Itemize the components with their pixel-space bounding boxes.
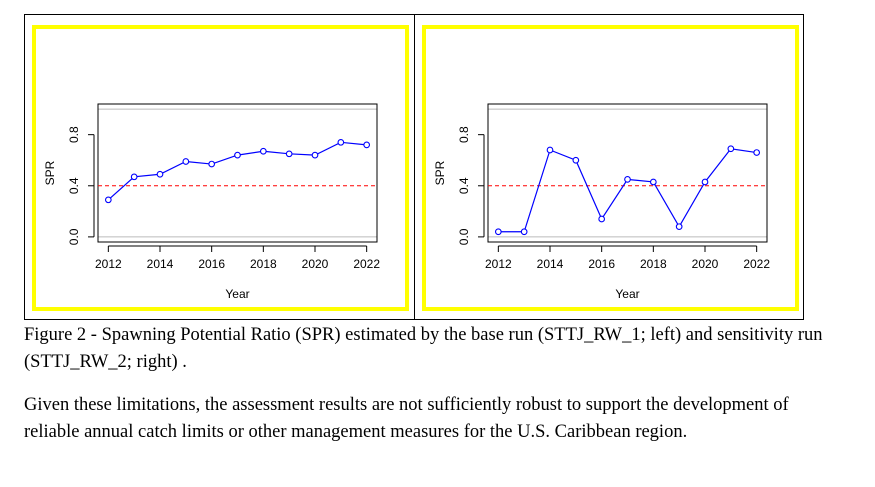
x-tick-label-2016: 2016 [588,257,615,271]
y-tick-label-1: 0.4 [457,177,471,194]
figure-frame: 2012 2014 2016 2018 2020 2022 Year 0.0 0.4 0.8 SPR… [24,14,804,320]
data-point-2014 [156,170,164,178]
spr-series-line [107,141,367,201]
x-tick-label-2016: 2016 [198,257,225,271]
data-point-2017 [234,151,241,159]
y-tick-label-2: 0.8 [457,126,471,143]
body-paragraph: Given these limitations, the assessment … [24,395,789,442]
x-tick-label-2012: 2012 [485,257,512,271]
data-point-2018 [259,147,267,155]
data-point-2016 [598,215,606,223]
data-point-2019 [675,223,683,231]
data-point-2015 [182,158,190,165]
x-axis-title: Year [615,287,639,301]
spr-series-line [498,148,757,233]
data-point-2020 [311,151,319,159]
x-tick-label-2018: 2018 [640,257,667,271]
x-tick-label-2022: 2022 [743,257,770,271]
y-axis-title: SPR [43,160,57,185]
x-tick-label-2012: 2012 [95,257,122,271]
data-point-2016 [208,160,216,168]
data-point-2015 [572,156,580,164]
x-tick-label-2014: 2014 [537,257,564,271]
y-tick-label-1: 0.4 [67,177,81,194]
data-point-2020 [701,178,709,186]
data-point-2014 [546,146,554,154]
data-point-2013 [130,173,138,181]
data-point-2019 [285,150,293,158]
panel-divider [414,15,415,319]
spr-chart-sensitivity-run: 2012 2014 2016 2018 2020 2022 Year 0.0 0.4 0.8 SPR [422,25,799,311]
y-axis-title: SPR [433,160,447,185]
y-tick-label-2: 0.8 [67,126,81,143]
x-tick-label-2020: 2020 [692,257,719,271]
x-tick-label-2014: 2014 [147,257,174,271]
data-point-2022 [363,141,371,149]
y-tick-label-0: 0.0 [67,228,81,245]
x-tick-label-2018: 2018 [250,257,277,271]
plot-frame [97,103,378,243]
data-point-2018 [649,178,657,186]
data-point-2022 [753,149,761,156]
x-tick-label-2020: 2020 [302,257,329,271]
data-point-2012 [494,228,502,236]
data-point-2021 [337,138,345,146]
data-point-2013 [520,228,528,236]
x-tick-label-2022: 2022 [353,257,380,271]
plot-frame [487,103,768,243]
spr-chart-base-run-svg: 2012 2014 2016 2018 2020 2022 Year 0.0 0.4 0.8 SPR [43,103,380,301]
y-tick-label-0: 0.0 [457,228,471,245]
figure-caption: Figure 2 - Spawning Potential Ratio (SPR… [24,325,823,372]
data-point-2017 [624,176,631,183]
x-axis-title: Year [225,287,249,301]
data-point-2012 [104,196,112,204]
spr-chart-sensitivity-run-svg: 2012 2014 2016 2018 2020 2022 Year 0.0 0.4 0.8 SPR [433,103,770,301]
spr-chart-base-run: 2012 2014 2016 2018 2020 2022 Year 0.0 0.4 0.8 SPR [32,25,409,311]
data-point-2021 [727,145,735,153]
